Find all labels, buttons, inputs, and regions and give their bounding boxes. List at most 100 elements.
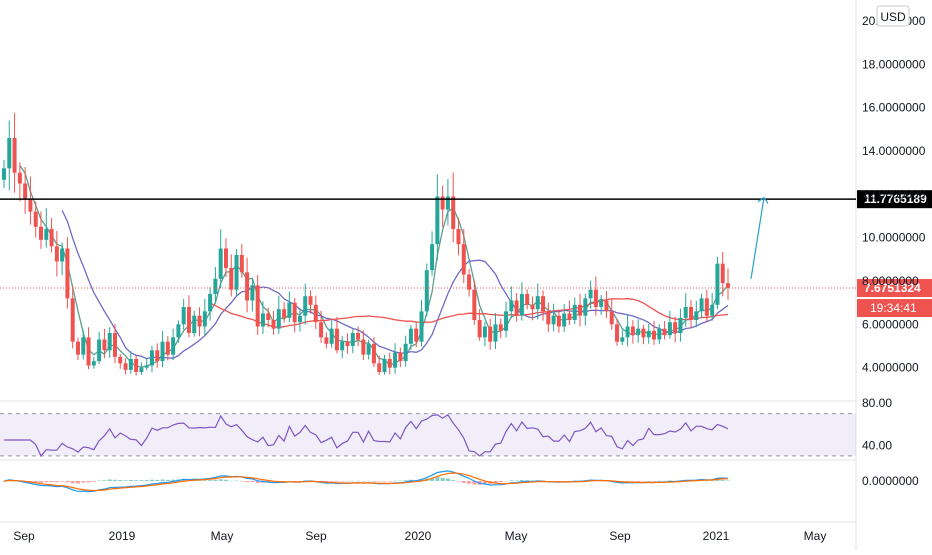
candle[interactable] xyxy=(91,361,96,366)
candle[interactable] xyxy=(662,328,667,336)
candle[interactable] xyxy=(657,328,662,340)
candle[interactable] xyxy=(440,196,445,210)
candle[interactable] xyxy=(689,307,694,320)
candle[interactable] xyxy=(33,211,38,227)
candle[interactable] xyxy=(472,289,477,320)
candle[interactable] xyxy=(525,294,530,305)
candle[interactable] xyxy=(350,333,355,346)
candle[interactable] xyxy=(324,337,329,344)
candle[interactable] xyxy=(234,255,239,290)
candle[interactable] xyxy=(202,311,207,327)
candle[interactable] xyxy=(17,172,22,184)
candle[interactable] xyxy=(430,244,435,271)
candle[interactable] xyxy=(419,311,424,342)
candle[interactable] xyxy=(630,326,635,336)
candle[interactable] xyxy=(604,300,609,312)
candle[interactable] xyxy=(704,298,709,316)
candle[interactable] xyxy=(44,229,49,240)
candle[interactable] xyxy=(176,324,181,338)
candle[interactable] xyxy=(710,304,715,316)
candle[interactable] xyxy=(609,311,614,325)
candle[interactable] xyxy=(599,300,604,308)
candle-layer[interactable] xyxy=(2,112,730,376)
macd-pane[interactable] xyxy=(2,470,730,493)
candle[interactable] xyxy=(329,328,334,344)
candle[interactable] xyxy=(171,337,176,355)
time-axis[interactable]: Sep 2019 May Sep 2020 May Sep 2021 May xyxy=(13,529,826,543)
candle[interactable] xyxy=(572,304,577,320)
candle[interactable] xyxy=(165,341,170,355)
candle[interactable] xyxy=(239,255,244,273)
candle[interactable] xyxy=(334,328,339,351)
candle[interactable] xyxy=(636,328,641,336)
candle[interactable] xyxy=(28,198,33,212)
candle[interactable] xyxy=(271,320,276,329)
candle[interactable] xyxy=(38,226,43,240)
candle[interactable] xyxy=(112,333,117,357)
candle[interactable] xyxy=(382,359,387,372)
candle[interactable] xyxy=(313,304,318,323)
candle[interactable] xyxy=(123,363,128,370)
candle[interactable] xyxy=(218,248,223,279)
candle[interactable] xyxy=(646,330,651,338)
candle[interactable] xyxy=(641,328,646,338)
candle[interactable] xyxy=(673,322,678,333)
candle[interactable] xyxy=(208,294,213,312)
candle[interactable] xyxy=(70,298,75,342)
candle[interactable] xyxy=(23,183,28,199)
candle[interactable] xyxy=(186,307,191,333)
candle[interactable] xyxy=(282,309,287,318)
candle[interactable] xyxy=(493,324,498,342)
candle[interactable] xyxy=(377,363,382,372)
candle[interactable] xyxy=(509,300,514,312)
candle[interactable] xyxy=(514,300,519,316)
level-layer[interactable]: 11.7765189 7.6751324 19:34:41 xyxy=(0,190,932,318)
candle[interactable] xyxy=(615,324,620,342)
candle[interactable] xyxy=(292,302,297,323)
candle[interactable] xyxy=(683,307,688,318)
candle[interactable] xyxy=(556,315,561,327)
candle[interactable] xyxy=(477,320,482,338)
candle[interactable] xyxy=(699,298,704,312)
candle[interactable] xyxy=(340,341,345,351)
candle[interactable] xyxy=(393,352,398,368)
candle[interactable] xyxy=(12,138,17,173)
candle[interactable] xyxy=(97,339,102,362)
candle[interactable] xyxy=(149,350,154,366)
candle[interactable] xyxy=(60,248,65,262)
candle[interactable] xyxy=(541,296,546,312)
currency-badge[interactable]: USD xyxy=(876,5,910,27)
candle[interactable] xyxy=(593,289,598,307)
candle[interactable] xyxy=(155,350,160,362)
candle[interactable] xyxy=(192,315,197,333)
candle[interactable] xyxy=(530,304,535,310)
candle[interactable] xyxy=(715,263,720,305)
candle[interactable] xyxy=(371,343,376,364)
candle[interactable] xyxy=(694,311,699,320)
candle[interactable] xyxy=(562,313,567,327)
candle[interactable] xyxy=(303,296,308,316)
candle[interactable] xyxy=(250,285,255,301)
candle[interactable] xyxy=(139,367,144,372)
candle[interactable] xyxy=(65,248,70,299)
candle[interactable] xyxy=(75,341,80,355)
candle[interactable] xyxy=(345,341,350,346)
candle[interactable] xyxy=(456,229,461,245)
candle[interactable] xyxy=(445,196,450,210)
candle[interactable] xyxy=(245,272,250,301)
candle[interactable] xyxy=(266,313,271,321)
candle[interactable] xyxy=(255,285,260,327)
candle[interactable] xyxy=(128,359,133,370)
candle[interactable] xyxy=(229,268,234,290)
candle[interactable] xyxy=(144,365,149,368)
candle[interactable] xyxy=(461,244,466,275)
candle[interactable] xyxy=(86,337,91,366)
candle[interactable] xyxy=(308,296,313,305)
candle[interactable] xyxy=(107,333,112,351)
candle[interactable] xyxy=(567,313,572,321)
candle[interactable] xyxy=(319,322,324,338)
candle[interactable] xyxy=(403,343,408,362)
candle[interactable] xyxy=(134,359,139,372)
candle[interactable] xyxy=(276,309,281,329)
